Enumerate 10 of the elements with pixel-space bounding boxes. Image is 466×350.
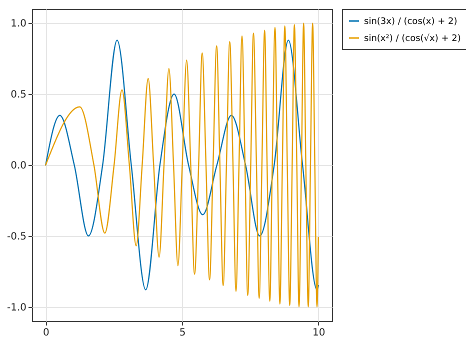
y-tick-label: 1.0 [10,18,26,30]
x-tick-label: 10 [312,328,326,338]
x-tick-label: 5 [179,328,186,338]
y-tick-label: -1.0 [6,302,26,314]
legend-label: sin(x²) / (cos(√x) + 2) [364,33,461,44]
x-tick-label: 0 [42,328,50,338]
y-tick-label: -0.5 [6,231,26,242]
y-tick-label: 0.5 [10,90,26,101]
legend-label: sin(3x) / (cos(x) + 2) [364,17,458,27]
y-tick-label: 0.0 [10,160,26,172]
